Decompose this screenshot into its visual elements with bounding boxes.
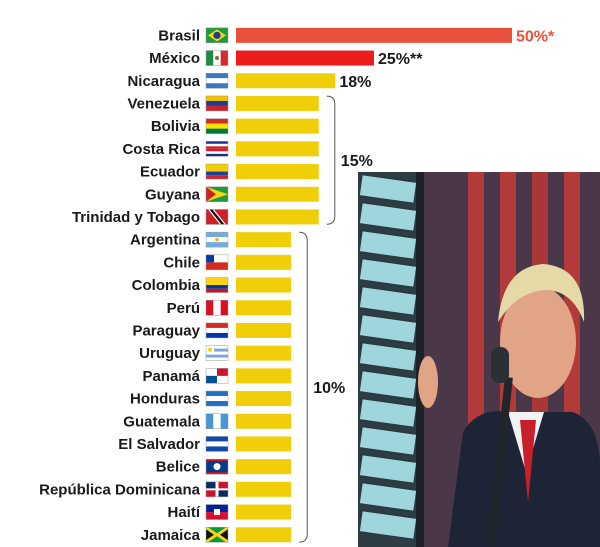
bar: [236, 368, 292, 384]
honduras-flag-icon: [205, 390, 229, 407]
brazil-flag-icon: [205, 27, 229, 44]
category-label: Costa Rica: [122, 141, 200, 158]
category-label: Trinidad y Tobago: [72, 209, 200, 226]
costa-rica-flag-icon: [205, 141, 229, 157]
argentina-flag-icon: [205, 231, 229, 248]
group-bracket: [299, 231, 308, 543]
bar: [236, 73, 336, 89]
category-label: Bolivia: [151, 118, 201, 135]
data-label: 18%: [339, 74, 371, 91]
category-label: Belice: [156, 459, 200, 476]
bar: [236, 413, 292, 429]
haiti-flag-icon: [205, 504, 229, 520]
category-label: Panamá: [142, 368, 200, 385]
jamaica-flag-icon: [205, 527, 229, 543]
data-label: 25%**: [378, 51, 423, 68]
bar: [236, 481, 292, 497]
bar: [236, 50, 374, 66]
paraguay-flag-icon: [205, 322, 229, 339]
category-label: Guatemala: [123, 413, 200, 430]
ecuador-flag-icon: [205, 163, 229, 180]
category-label: Perú: [167, 300, 200, 317]
bar: [236, 300, 292, 316]
group-bracket: [326, 95, 336, 225]
bar: [236, 436, 292, 452]
category-label: Argentina: [130, 232, 201, 249]
belize-flag-icon: [205, 458, 229, 475]
bar: [236, 164, 319, 180]
bar: [236, 504, 292, 520]
bar: [236, 232, 292, 248]
category-label: Brasil: [158, 27, 200, 44]
category-label: Nicaragua: [127, 73, 200, 90]
category-label: Uruguay: [139, 345, 201, 362]
category-label: Guyana: [145, 186, 201, 203]
bar: [236, 391, 292, 407]
uruguay-flag-icon: [205, 345, 229, 361]
category-label: Haití: [167, 504, 200, 521]
guyana-flag-icon: [205, 186, 229, 202]
mexico-flag-icon: [205, 50, 229, 66]
bar: [236, 118, 319, 134]
category-label: República Dominicana: [39, 481, 201, 498]
bar: [236, 254, 292, 270]
category-label: Venezuela: [127, 95, 200, 112]
bar: [236, 209, 319, 225]
bar: [236, 345, 292, 361]
guatemala-flag-icon: [205, 413, 229, 429]
category-label: Colombia: [132, 277, 201, 294]
bar: [236, 27, 512, 43]
bar: [236, 277, 292, 293]
category-label: Ecuador: [140, 164, 200, 181]
bar: [236, 186, 319, 202]
category-label: Paraguay: [132, 322, 200, 339]
bolivia-flag-icon: [205, 118, 229, 134]
bar: [236, 95, 319, 111]
group-value-label: 10%: [313, 380, 345, 397]
dominican-republic-flag-icon: [205, 481, 229, 498]
trinidad-tobago-flag-icon: [205, 209, 229, 225]
category-label: Chile: [163, 254, 200, 271]
el-salvador-flag-icon: [205, 436, 229, 452]
bar: [236, 141, 319, 157]
category-label: México: [149, 50, 200, 67]
panama-flag-icon: [205, 368, 229, 384]
group-value-label: 15%: [341, 153, 373, 170]
bar: [236, 527, 292, 543]
venezuela-flag-icon: [205, 95, 229, 112]
man-at-microphone-photo: [358, 172, 600, 547]
nicaragua-flag-icon: [205, 73, 229, 89]
colombia-flag-icon: [205, 277, 229, 293]
chile-flag-icon: [205, 254, 229, 271]
bar: [236, 322, 292, 338]
peru-flag-icon: [205, 300, 229, 316]
category-label: El Salvador: [118, 436, 200, 453]
category-label: Honduras: [130, 391, 200, 408]
bar: [236, 459, 292, 475]
data-label: 50%*: [516, 28, 555, 45]
category-label: Jamaica: [141, 527, 201, 544]
